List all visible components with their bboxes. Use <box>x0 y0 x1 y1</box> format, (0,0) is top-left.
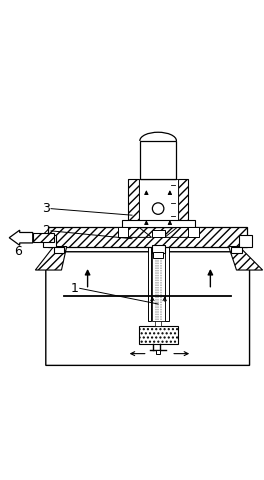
Bar <box>118 227 128 237</box>
Bar <box>33 233 54 242</box>
Bar <box>48 227 247 247</box>
Polygon shape <box>35 247 67 270</box>
Bar <box>156 350 160 354</box>
Polygon shape <box>165 227 190 238</box>
Bar <box>165 240 169 321</box>
Bar <box>231 247 242 253</box>
Text: 2: 2 <box>42 224 50 237</box>
Bar <box>178 179 188 227</box>
Polygon shape <box>46 252 249 365</box>
Bar <box>153 252 163 258</box>
Text: 6: 6 <box>15 245 22 258</box>
Bar <box>139 141 178 179</box>
Bar <box>155 321 161 326</box>
Bar <box>152 245 165 253</box>
Bar <box>152 240 165 321</box>
Polygon shape <box>127 227 152 238</box>
Bar <box>140 141 176 179</box>
Circle shape <box>152 203 164 215</box>
Bar <box>148 240 151 321</box>
Polygon shape <box>229 247 263 270</box>
Bar <box>140 141 176 179</box>
Bar <box>139 326 178 345</box>
Bar <box>152 229 165 238</box>
FancyArrow shape <box>9 230 33 245</box>
Bar <box>139 179 178 227</box>
Bar <box>54 247 64 253</box>
Bar <box>121 220 195 227</box>
Bar <box>239 235 252 247</box>
Bar <box>188 227 199 237</box>
Text: 3: 3 <box>42 202 50 215</box>
Bar <box>43 235 56 247</box>
Bar <box>128 179 139 227</box>
Ellipse shape <box>140 132 176 149</box>
Text: 1: 1 <box>70 282 78 295</box>
